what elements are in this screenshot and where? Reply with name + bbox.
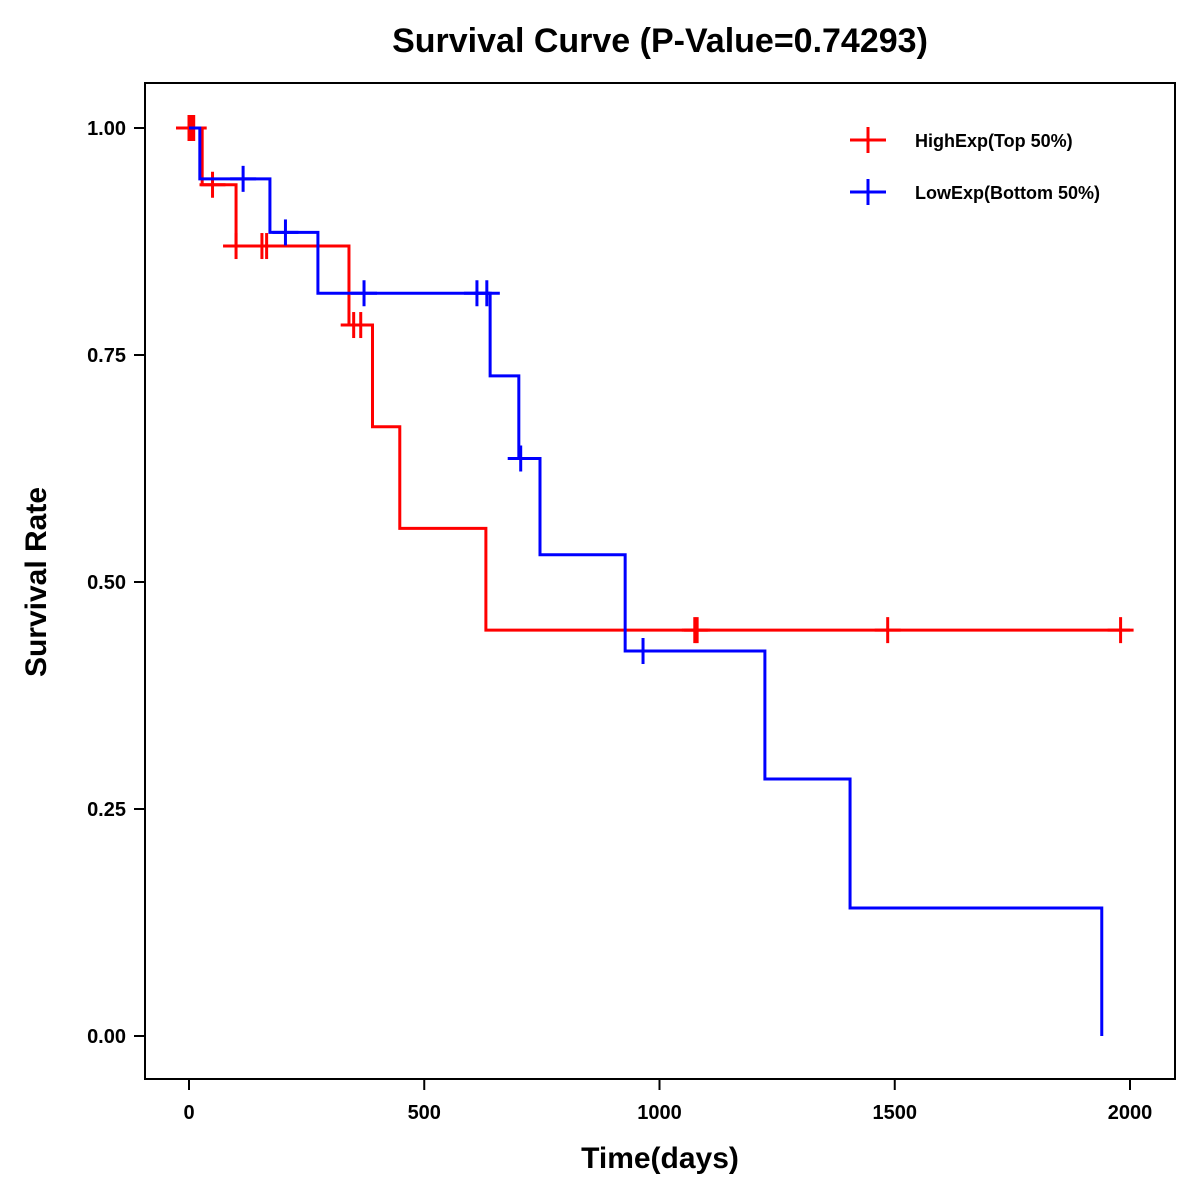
chart-title: Survival Curve (P-Value=0.74293) (392, 22, 928, 60)
y-tick-label: 0.75 (87, 345, 126, 367)
y-tick-label: 0.50 (87, 572, 126, 594)
survival-step-line (189, 126, 1104, 1036)
x-tick-label: 1000 (637, 1102, 682, 1124)
y-tick-label: 0.00 (87, 1026, 126, 1048)
x-tick-label: 1500 (873, 1102, 918, 1124)
series-lowexp (189, 126, 1104, 1036)
legend-label: LowExp(Bottom 50%) (915, 183, 1100, 203)
y-axis: 0.00 0.25 0.50 0.75 1.00 (87, 118, 145, 1048)
legend-item: LowExp(Bottom 50%) (850, 179, 1100, 205)
x-axis: 0 500 1000 1500 2000 (183, 1079, 1152, 1124)
series-layer (176, 115, 1134, 1036)
legend-item: HighExp(Top 50%) (850, 127, 1073, 153)
legend-label: HighExp(Top 50%) (915, 131, 1073, 151)
y-tick-label: 0.25 (87, 799, 126, 821)
legend: HighExp(Top 50%) LowExp(Bottom 50%) (850, 127, 1100, 205)
y-axis-label: Survival Rate (20, 487, 53, 677)
x-tick-label: 500 (408, 1102, 441, 1124)
x-axis-label: Time(days) (581, 1142, 739, 1175)
y-tick-label: 1.00 (87, 118, 126, 140)
survival-step-line (189, 126, 1130, 632)
x-tick-label: 0 (183, 1102, 194, 1124)
x-tick-label: 2000 (1108, 1102, 1153, 1124)
